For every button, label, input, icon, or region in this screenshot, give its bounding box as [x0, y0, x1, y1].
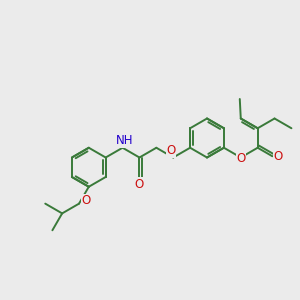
Text: O: O [167, 144, 176, 157]
Text: O: O [81, 194, 91, 207]
Text: O: O [274, 150, 283, 163]
Text: NH: NH [116, 134, 133, 147]
Text: O: O [236, 152, 245, 165]
Text: O: O [135, 178, 144, 190]
